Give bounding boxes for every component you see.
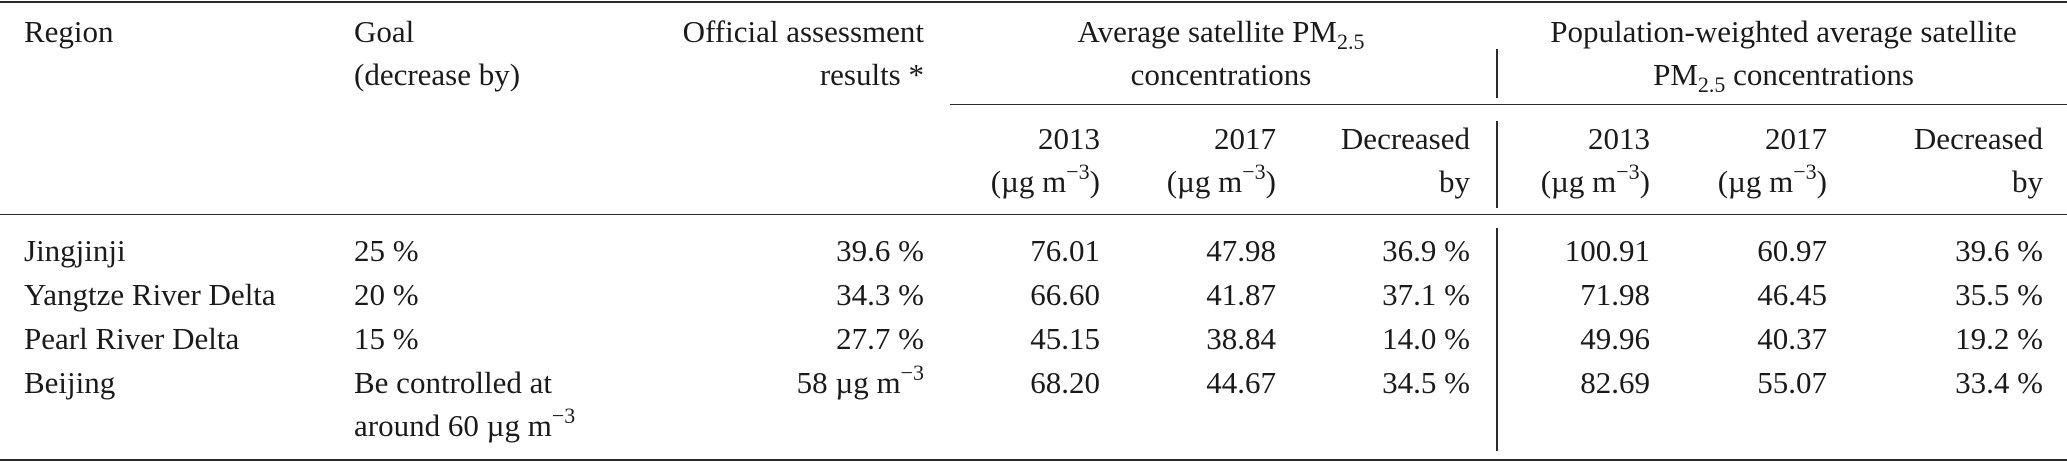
- top-rule: [0, 1, 2067, 3]
- cell-goal: Be controlled at around 60 µg m−3: [354, 365, 576, 443]
- header-goal: Goal (decrease by): [354, 14, 521, 92]
- cell-pop-2013: 71.98: [1580, 277, 1650, 312]
- header-pop-2013: 2013 (µg m−3): [1540, 121, 1650, 199]
- cell-avg-2013: 66.60: [1030, 277, 1100, 312]
- cell-avg-decreased: 34.5 %: [1382, 365, 1470, 400]
- cell-official: 58 µg m−3: [796, 360, 924, 401]
- cell-pop-decreased: 33.4 %: [1955, 365, 2043, 400]
- cell-goal: 20 %: [354, 277, 419, 312]
- cell-pop-decreased: 35.5 %: [1955, 277, 2043, 312]
- group-separator-header: [1496, 121, 1498, 208]
- header-pop-decreased: Decreased by: [1913, 121, 2043, 199]
- group-underline: [950, 104, 2067, 105]
- cell-pop-decreased: 19.2 %: [1955, 321, 2043, 356]
- cell-region: Jingjinji: [24, 233, 126, 268]
- header-pop-group: Population-weighted average satellite PM…: [1550, 14, 2017, 97]
- header-avg-2013: 2013 (µg m−3): [990, 121, 1100, 199]
- cell-avg-2017: 47.98: [1206, 233, 1276, 268]
- header-pop-2017: 2017 (µg m−3): [1717, 121, 1827, 199]
- cell-pop-2013: 49.96: [1580, 321, 1650, 356]
- cell-avg-2013: 68.20: [1030, 365, 1100, 400]
- cell-avg-2013: 45.15: [1030, 321, 1100, 356]
- cell-avg-2017: 41.87: [1206, 277, 1276, 312]
- group-separator-body: [1496, 228, 1498, 451]
- cell-region: Pearl River Delta: [24, 321, 240, 356]
- cell-avg-decreased: 36.9 %: [1382, 233, 1470, 268]
- cell-goal: 15 %: [354, 321, 419, 356]
- cell-pop-2017: 46.45: [1757, 277, 1827, 312]
- cell-region: Beijing: [24, 365, 116, 400]
- cell-avg-2013: 76.01: [1030, 233, 1100, 268]
- group-separator-top: [1496, 49, 1498, 98]
- header-avg-group: Average satellite PM2.5 concentrations: [1077, 14, 1365, 92]
- bottom-rule: [0, 459, 2067, 461]
- cell-pop-2017: 40.37: [1757, 321, 1827, 356]
- header-official: Official assessment results *: [682, 14, 924, 92]
- cell-official: 27.7 %: [836, 321, 924, 356]
- header-avg-decreased: Decreased by: [1340, 121, 1470, 199]
- cell-avg-2017: 44.67: [1206, 365, 1276, 400]
- cell-goal: 25 %: [354, 233, 419, 268]
- cell-pop-2013: 82.69: [1580, 365, 1650, 400]
- cell-avg-decreased: 37.1 %: [1382, 277, 1470, 312]
- cell-official: 39.6 %: [836, 233, 924, 268]
- cell-avg-2017: 38.84: [1206, 321, 1276, 356]
- header-region: Region: [24, 14, 114, 49]
- cell-pop-2013: 100.91: [1564, 233, 1650, 268]
- cell-pop-2017: 60.97: [1757, 233, 1827, 268]
- cell-pop-2017: 55.07: [1757, 365, 1827, 400]
- cell-avg-decreased: 14.0 %: [1382, 321, 1470, 356]
- cell-pop-decreased: 39.6 %: [1955, 233, 2043, 268]
- cell-region: Yangtze River Delta: [24, 277, 276, 312]
- header-rule: [0, 214, 2067, 215]
- cell-official: 34.3 %: [836, 277, 924, 312]
- header-avg-2017: 2017 (µg m−3): [1166, 121, 1276, 199]
